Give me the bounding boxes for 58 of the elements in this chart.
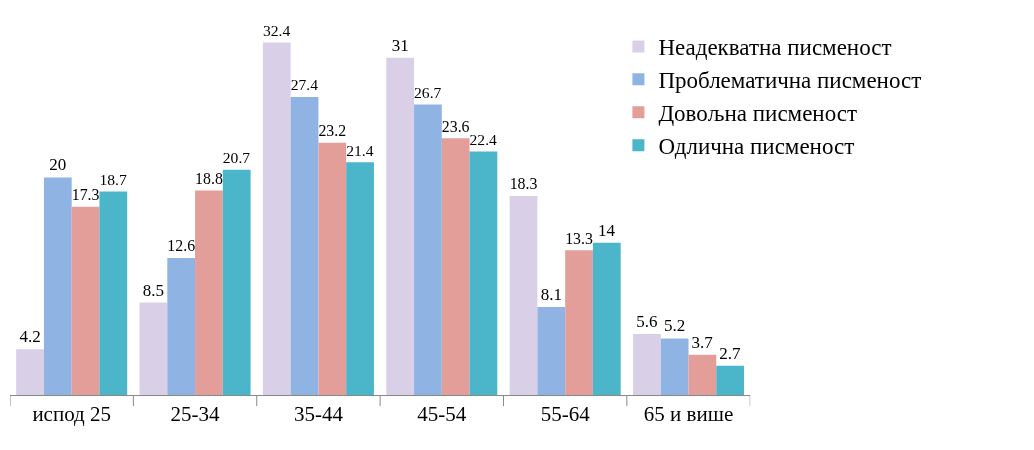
data-label: 18.8 (195, 169, 223, 187)
bar (509, 195, 538, 395)
data-label: 23.2 (318, 121, 347, 139)
bar (346, 162, 374, 395)
bar (99, 191, 128, 395)
data-label: 27.4 (290, 76, 319, 94)
data-label: 32.4 (262, 21, 291, 39)
bar (716, 365, 745, 395)
legend-label: Довољна писменост (658, 101, 858, 127)
bar (565, 250, 593, 395)
x-tick-label: 45-54 (417, 402, 467, 427)
data-label: 13.3 (565, 229, 593, 247)
data-label: 31 (391, 35, 409, 55)
bar (262, 42, 291, 395)
bar (660, 338, 689, 395)
bar (414, 104, 442, 395)
data-label: 22.4 (469, 130, 498, 148)
data-label: 20.7 (222, 149, 251, 167)
x-tick-label: 35-44 (293, 402, 344, 427)
data-label: 2.7 (719, 343, 742, 363)
bar (43, 177, 72, 395)
data-label: 12.6 (167, 237, 196, 255)
bar (441, 138, 470, 395)
x-tick-label: 65 и више (643, 402, 734, 427)
bar (16, 349, 44, 395)
x-tick-label: 25-34 (170, 402, 221, 427)
data-label: 26.7 (414, 83, 442, 101)
bar (222, 169, 251, 395)
bar (386, 57, 415, 395)
data-label: 4.2 (19, 327, 41, 347)
data-label: 5.2 (664, 316, 686, 336)
data-label: 18.3 (509, 175, 538, 193)
data-label: 20 (49, 155, 67, 175)
bar (167, 257, 196, 395)
data-label: 21.4 (346, 141, 374, 159)
bar (469, 151, 498, 395)
bar (592, 242, 621, 395)
data-label: 8.1 (540, 284, 562, 304)
bar (139, 302, 168, 395)
bar (537, 306, 566, 395)
x-tick-label: испод 25 (32, 402, 112, 427)
bar (633, 334, 661, 395)
data-label: 14 (598, 220, 616, 240)
data-label: 3.7 (691, 332, 714, 352)
data-label: 5.6 (636, 312, 658, 332)
data-label: 17.3 (71, 186, 100, 204)
data-label: 8.5 (142, 280, 165, 300)
bar (71, 206, 100, 395)
legend-label: Неадекватна писменост (658, 35, 892, 61)
bar (318, 142, 347, 395)
legend-label: Проблематична писменост (658, 68, 922, 94)
x-tick-label: 55-64 (540, 402, 591, 427)
bar (688, 354, 717, 395)
bar (290, 97, 319, 395)
data-label: 18.7 (99, 170, 127, 188)
data-label: 23.6 (441, 117, 470, 135)
legend-label: Одлична писменост (658, 134, 855, 160)
bar (195, 190, 223, 395)
